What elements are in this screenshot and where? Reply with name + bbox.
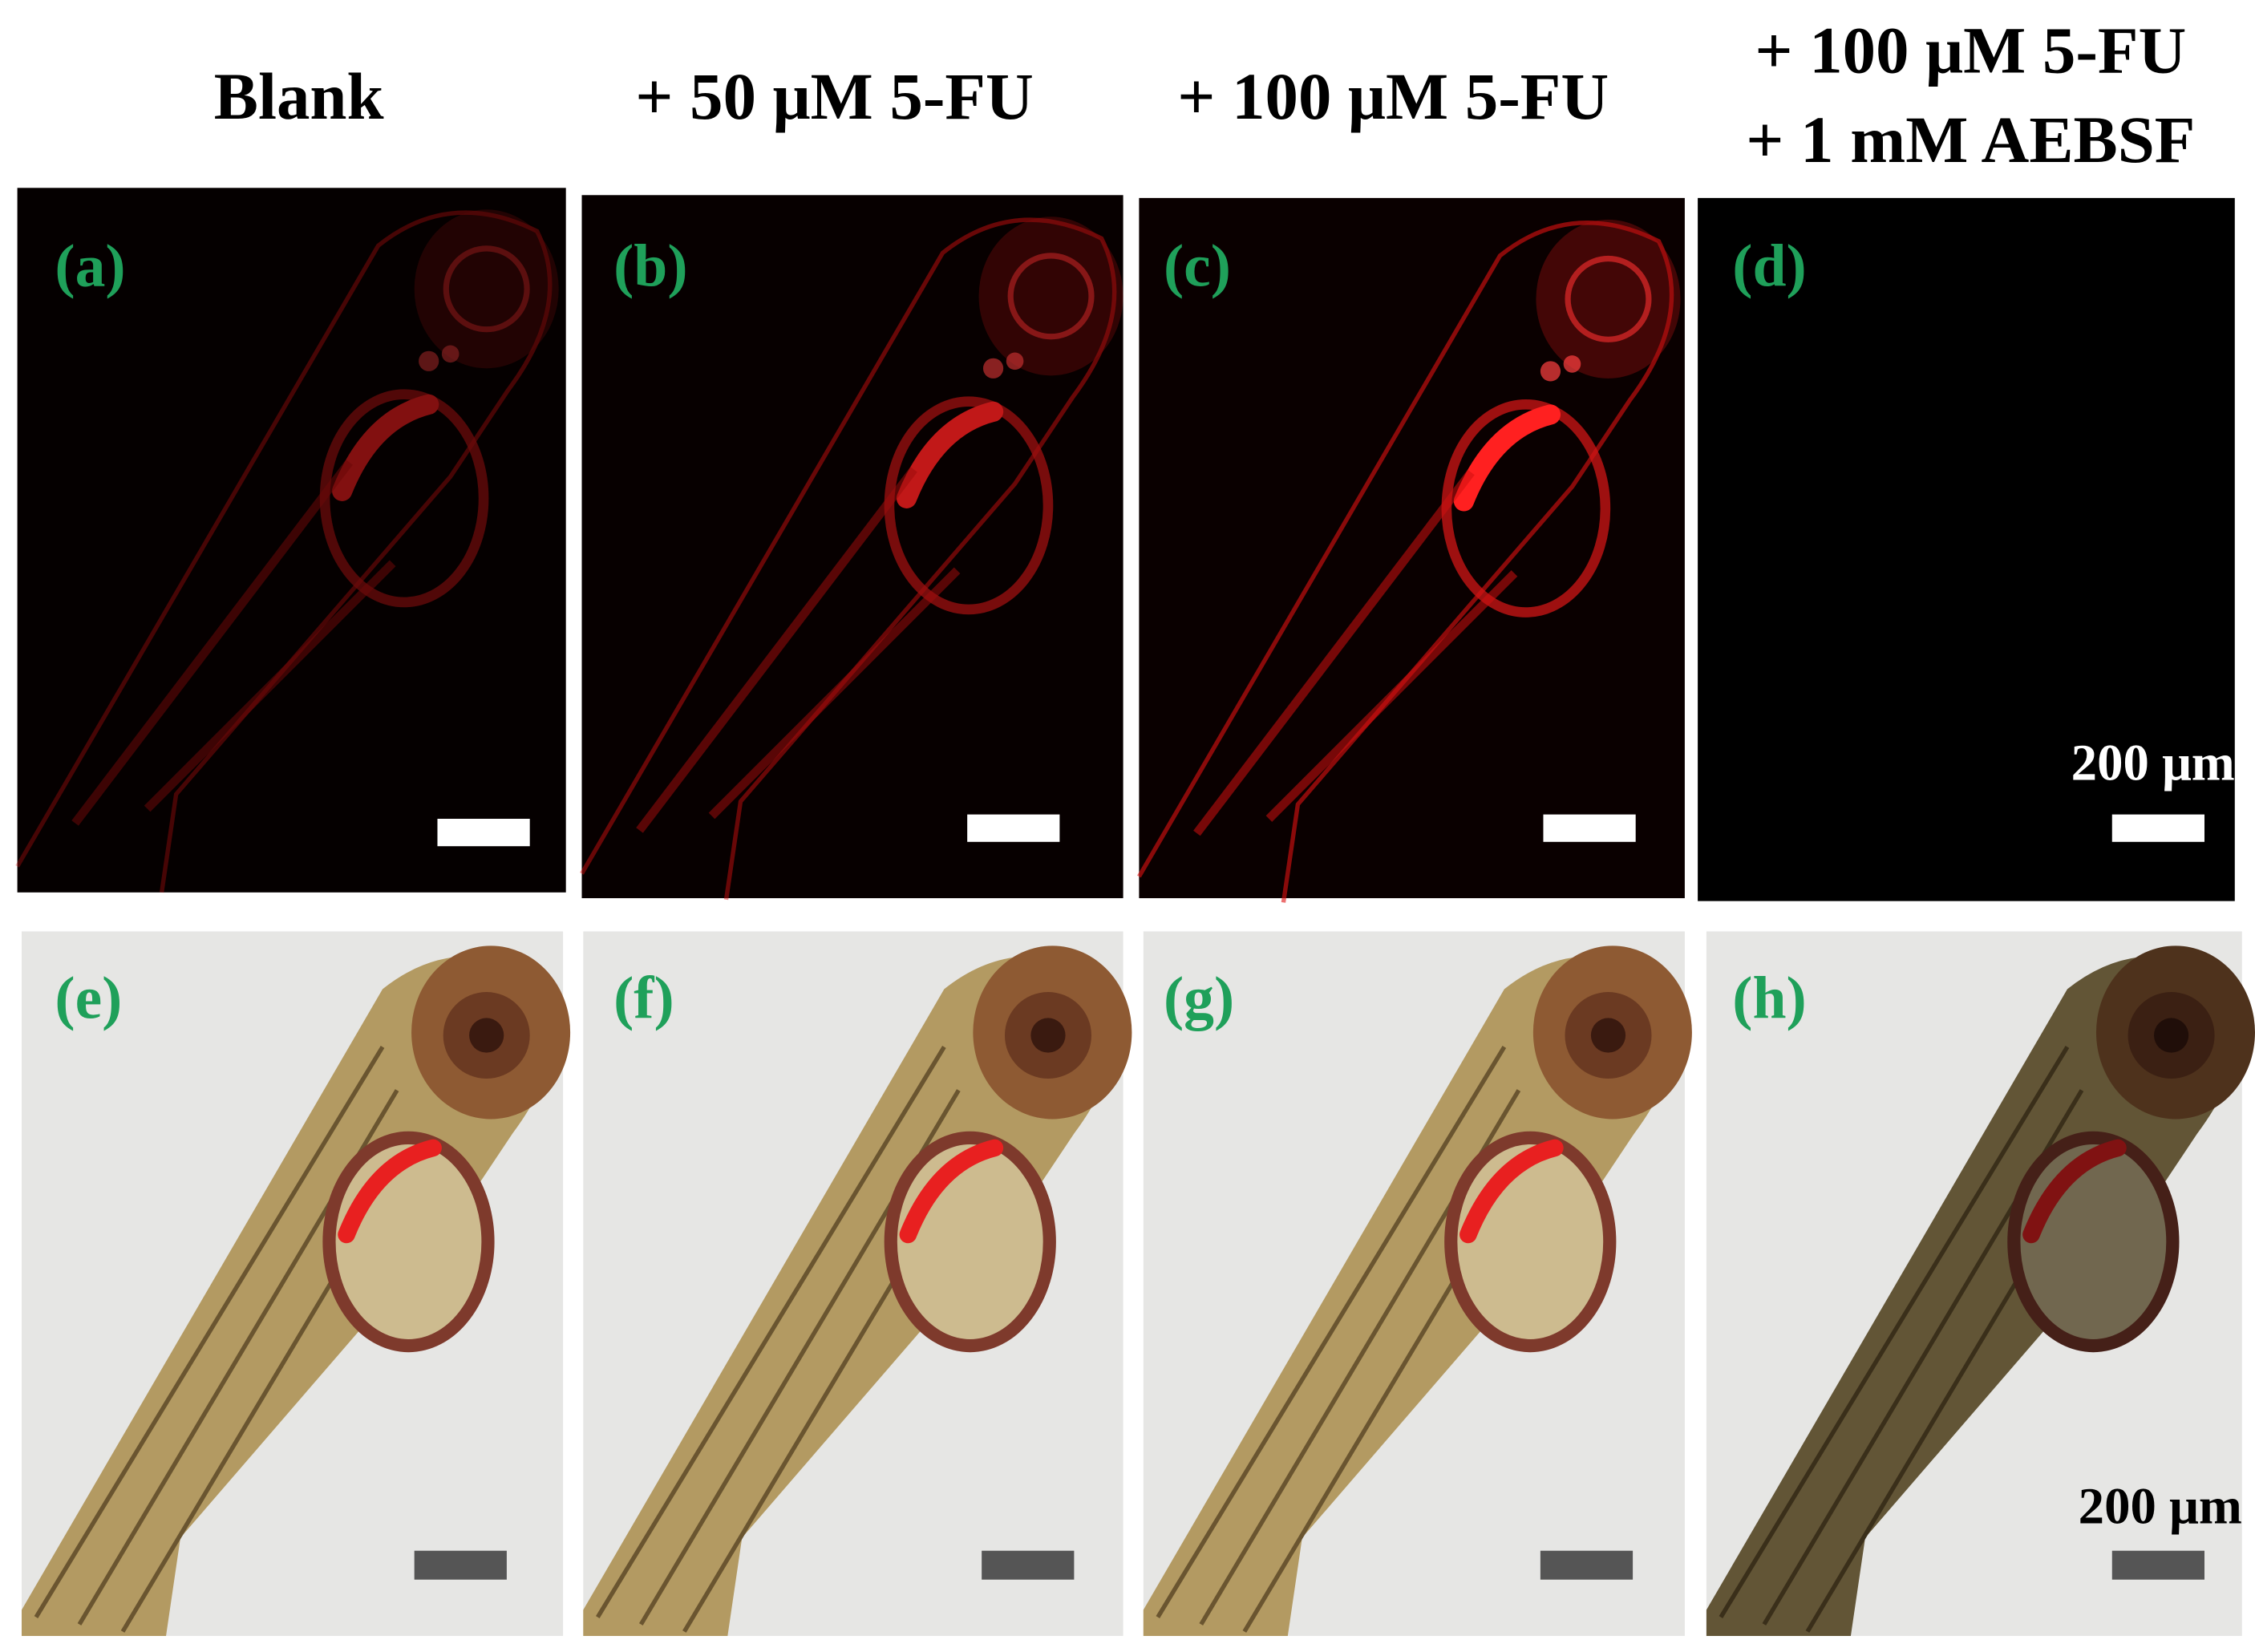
panel-b: (b)	[582, 195, 1123, 900]
scale-bar	[967, 814, 1060, 842]
column-header: Blank	[214, 59, 384, 133]
panel-d: 200 μm (d)	[1698, 197, 2235, 901]
panel-label: (g)	[1164, 965, 1234, 1031]
panel-f: (f)	[583, 931, 1132, 1636]
scale-bar	[982, 1550, 1075, 1580]
panel-h: 200 μm (h)	[1706, 931, 2255, 1636]
panel-label: (e)	[55, 965, 122, 1031]
scale-bar	[2111, 814, 2204, 842]
column-header: + 100 μM 5-FU	[1755, 13, 2186, 87]
scale-bar-label: 200 μm	[2071, 734, 2235, 792]
panel-label: (b)	[613, 233, 687, 300]
image-background	[1698, 197, 2235, 901]
panel-label: (d)	[1732, 233, 1806, 300]
panel-label: (f)	[613, 965, 674, 1031]
panel-e: (e)	[22, 931, 570, 1636]
panel-g: (g)	[1144, 931, 1692, 1636]
scale-bar	[1543, 814, 1636, 842]
column-header: + 1 mM AEBSF	[1746, 103, 2195, 176]
scale-bar	[1540, 1550, 1634, 1580]
scale-bar	[414, 1550, 507, 1580]
panel-label: (h)	[1732, 965, 1806, 1031]
column-header: + 100 μM 5-FU	[1177, 59, 1609, 133]
panel-c: (c)	[1139, 197, 1684, 903]
panel-label: (c)	[1164, 233, 1231, 300]
column-headers: Blank + 50 μM 5-FU + 100 μM 5-FU + 100 μ…	[214, 13, 2196, 176]
scale-bar	[2111, 1550, 2204, 1580]
panel-a: (a)	[18, 188, 566, 893]
panel-label: (a)	[55, 233, 125, 300]
scale-bar-label: 200 μm	[2079, 1478, 2242, 1536]
scale-bar	[437, 818, 530, 847]
column-header: + 50 μM 5-FU	[635, 59, 1033, 133]
